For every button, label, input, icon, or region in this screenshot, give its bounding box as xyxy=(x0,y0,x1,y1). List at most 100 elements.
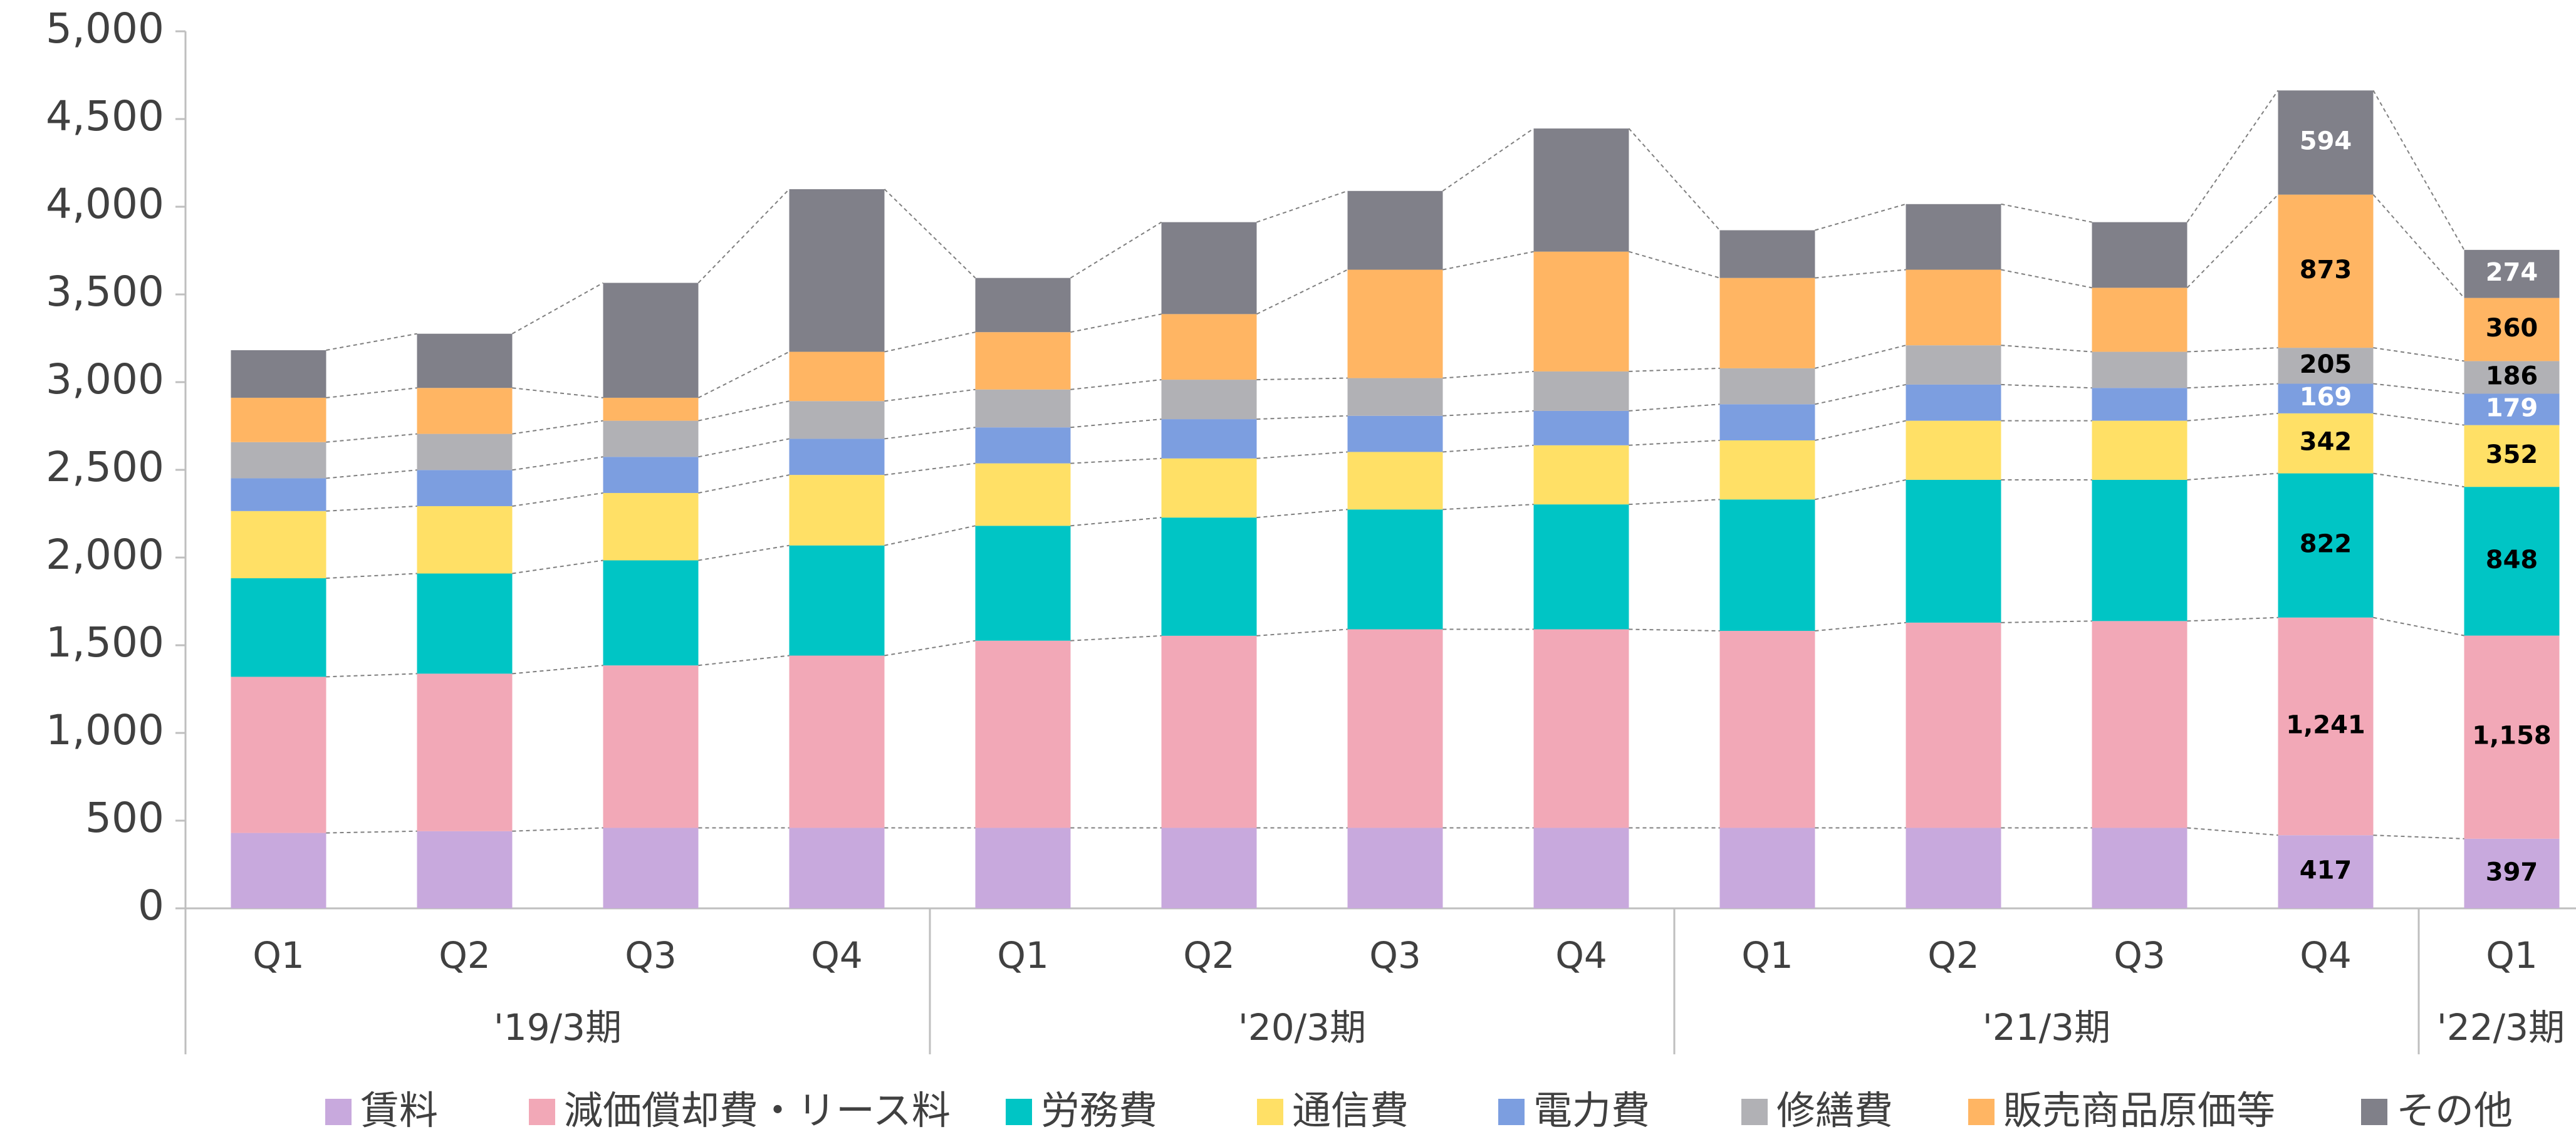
x-tick-label: Q1 xyxy=(2486,934,2538,977)
connector xyxy=(326,333,417,351)
bar-segment xyxy=(417,673,513,831)
bar-segment xyxy=(231,442,326,479)
bar-segment xyxy=(789,828,885,908)
bar-segment xyxy=(2278,194,2374,348)
bar-segment xyxy=(975,427,1071,464)
y-tick-label: 2,000 xyxy=(46,531,164,579)
connector xyxy=(2187,827,2278,836)
connector xyxy=(512,559,603,574)
connector xyxy=(1442,410,1534,417)
connector xyxy=(1256,509,1348,519)
connector xyxy=(698,438,790,458)
connector xyxy=(1070,313,1162,333)
connector xyxy=(326,387,417,398)
connector xyxy=(1442,504,1534,511)
bar-segment xyxy=(1161,419,1257,459)
bar-segment xyxy=(1719,828,1815,908)
bar-segment xyxy=(2464,393,2560,425)
x-tick-label: Q1 xyxy=(1741,934,1793,977)
value-label: 169 xyxy=(2300,383,2352,412)
connector xyxy=(697,189,790,284)
bar-segment xyxy=(2278,383,2374,413)
connector xyxy=(2001,383,2092,389)
bar-segment xyxy=(603,560,699,666)
bar-segment xyxy=(1906,622,2001,828)
connector xyxy=(2373,616,2464,636)
bar-segment xyxy=(2464,298,2560,361)
value-label: 397 xyxy=(2486,858,2538,886)
value-label: 352 xyxy=(2486,440,2538,469)
legend-label: 減価償却費・リース料 xyxy=(564,1088,951,1132)
bar-segment xyxy=(231,478,326,511)
bar-segment xyxy=(1533,445,1629,505)
connector xyxy=(1442,370,1534,379)
legend-label: その他 xyxy=(2396,1088,2513,1132)
connector xyxy=(512,827,603,832)
connector xyxy=(1815,621,1906,632)
legend-label: 労務費 xyxy=(1041,1088,1157,1132)
connector xyxy=(698,544,790,561)
connector xyxy=(326,830,417,834)
bar-segment xyxy=(1533,128,1629,252)
bar-segment xyxy=(2092,621,2188,828)
bar-segment xyxy=(1347,190,1443,270)
bar-segment xyxy=(603,492,699,561)
connector xyxy=(2373,383,2464,395)
y-tick-label: 0 xyxy=(138,881,164,930)
connector xyxy=(1070,457,1162,464)
bar-segment xyxy=(1719,404,1815,440)
bar-segment xyxy=(789,545,885,656)
bar-segment xyxy=(2092,828,2188,908)
bar-segment xyxy=(603,457,699,493)
connector xyxy=(1629,251,1720,279)
bar-segment xyxy=(417,333,513,388)
x-tick-label: Q3 xyxy=(625,934,677,977)
connector xyxy=(2186,194,2279,289)
connector xyxy=(512,665,603,675)
bar-segment xyxy=(231,833,326,908)
bar-segment xyxy=(1906,269,2001,346)
connector xyxy=(512,387,603,398)
connector xyxy=(2187,383,2278,389)
connector xyxy=(326,673,417,678)
connector xyxy=(1815,345,1906,369)
connector xyxy=(884,462,976,476)
x-tick-label: Q2 xyxy=(439,934,491,977)
bar-segment xyxy=(1533,251,1629,371)
bar-segment xyxy=(2278,835,2374,908)
y-tick-label: 3,500 xyxy=(46,267,164,316)
connector xyxy=(884,640,976,657)
bar-segment xyxy=(2092,388,2188,421)
x-tick-label: Q3 xyxy=(2114,934,2166,977)
bar-segment xyxy=(2092,222,2188,288)
value-label: 205 xyxy=(2300,350,2352,379)
x-tick-label: Q2 xyxy=(1183,934,1235,977)
y-tick-label: 4,000 xyxy=(46,180,164,228)
bar-segment xyxy=(1906,345,2001,385)
bar-segment xyxy=(1719,368,1815,405)
x-tick-label: Q2 xyxy=(1927,934,1979,977)
value-label: 848 xyxy=(2486,546,2538,574)
bar-segment xyxy=(231,578,326,677)
group-label: '19/3期 xyxy=(494,1006,622,1049)
bar-segment xyxy=(1906,204,2001,270)
connector xyxy=(2187,347,2278,353)
connector xyxy=(512,420,603,435)
connector xyxy=(1256,415,1348,420)
bar-segment xyxy=(603,665,699,828)
bar-segment xyxy=(2464,487,2560,636)
bar-segment xyxy=(975,278,1071,333)
bar-segment xyxy=(1906,479,2001,623)
bar-segment xyxy=(2464,635,2560,839)
connector xyxy=(2373,472,2464,488)
connector xyxy=(1815,269,1906,279)
bar-segment xyxy=(975,526,1071,641)
legend-label: 販売商品原価等 xyxy=(2003,1088,2275,1132)
bar-segment xyxy=(603,420,699,457)
connector xyxy=(1256,451,1348,459)
value-label: 873 xyxy=(2300,256,2352,284)
bar-segment xyxy=(1161,458,1257,518)
group-label: '22/3期 xyxy=(2437,1006,2565,1049)
connector xyxy=(884,388,976,402)
